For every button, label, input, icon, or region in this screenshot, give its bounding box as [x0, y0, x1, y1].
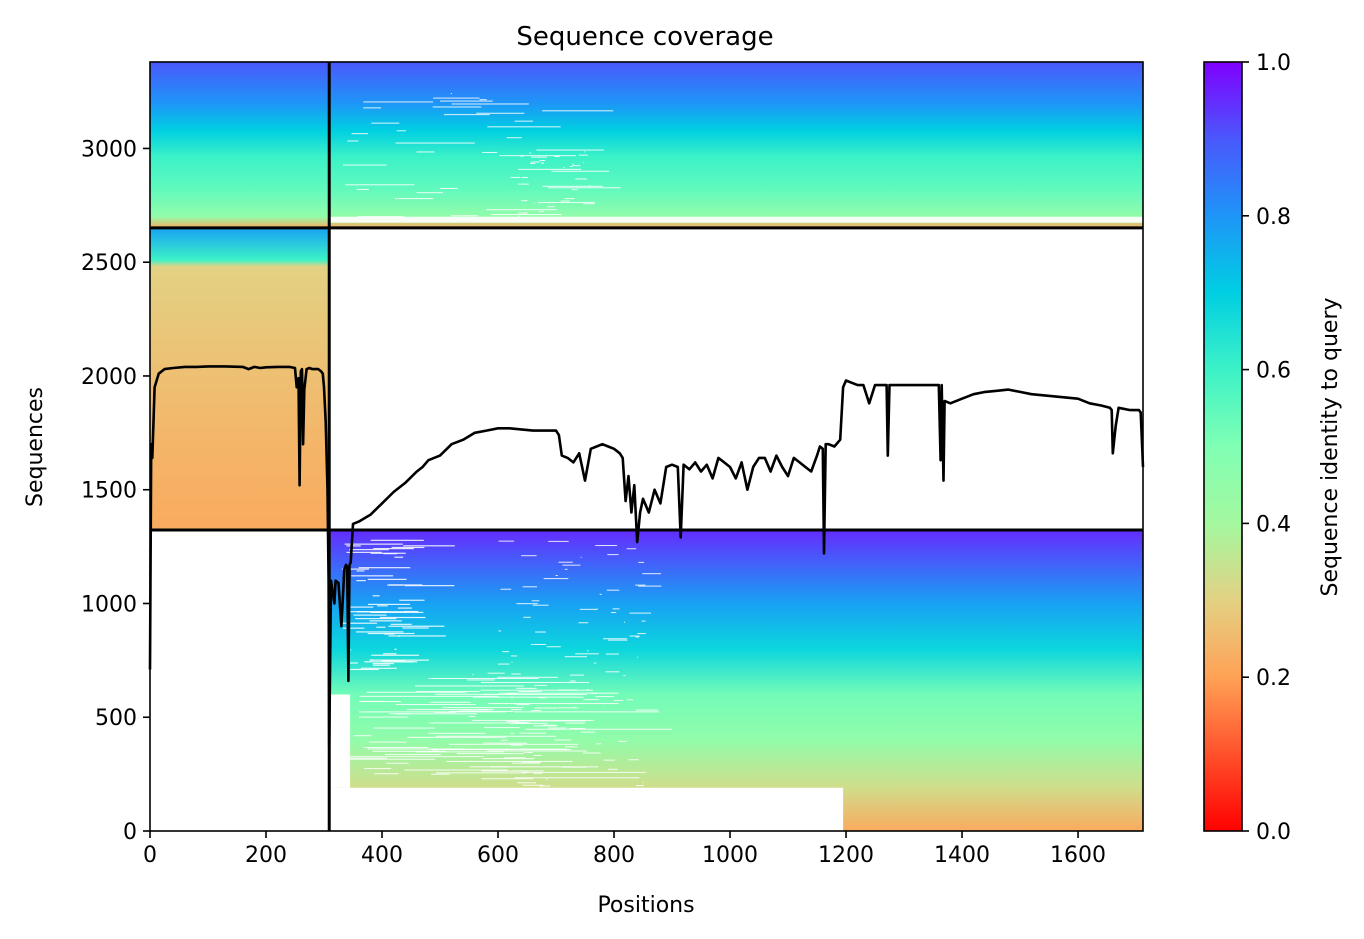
y-tick-label: 1500	[81, 479, 137, 504]
colorbar-tick-label: 0.2	[1256, 666, 1291, 691]
y-tick-label: 1000	[81, 592, 137, 617]
y-tick-label: 0	[123, 820, 137, 845]
coverage-blocks	[150, 62, 1143, 831]
colorbar-tick-label: 1.0	[1256, 51, 1291, 76]
y-tick-label: 2500	[81, 251, 137, 276]
plot-frame	[149, 61, 1144, 832]
chart-title: Sequence coverage	[516, 22, 773, 52]
colorbar: 0.0 0.2 0.4 0.6 0.8 1.0 Sequence identity to …	[1203, 51, 1343, 845]
colorbar-tick-label: 0.4	[1256, 512, 1291, 537]
x-tick-label: 1200	[818, 843, 874, 868]
y-tick-label: 500	[95, 706, 137, 731]
x-tick-label: 0	[143, 843, 157, 868]
x-tick-label: 1000	[702, 843, 758, 868]
x-tick-label: 400	[361, 843, 403, 868]
colorbar-tick-label: 0.6	[1256, 359, 1291, 384]
y-tick-label: 3000	[81, 137, 137, 162]
coverage-block-1	[150, 62, 1143, 228]
colorbar-label: Sequence identity to query	[1318, 297, 1343, 596]
colorbar-tick-label: 0.0	[1256, 820, 1291, 845]
colorbar-tick-label: 0.8	[1256, 205, 1291, 230]
plot-area	[148, 61, 1145, 832]
x-tick-label: 600	[477, 843, 519, 868]
x-axis-label: Positions	[597, 893, 694, 918]
x-tick-label: 1400	[934, 843, 990, 868]
coverage-gaps	[329, 93, 1143, 831]
x-tick-label: 1600	[1050, 843, 1106, 868]
coverage-block-3	[329, 529, 1143, 831]
colorbar-ticks: 0.0 0.2 0.4 0.6 0.8 1.0	[1242, 51, 1291, 845]
colorbar-frame	[1203, 61, 1243, 832]
x-tick-label: 200	[245, 843, 287, 868]
coverage-line	[148, 365, 1145, 749]
colorbar-gradient	[1204, 62, 1242, 831]
y-axis-label: Sequences	[23, 387, 48, 507]
y-axis: 0 500 1000 1500 2000 2500 3000	[81, 137, 150, 845]
y-tick-label: 2000	[81, 365, 137, 390]
x-tick-label: 800	[593, 843, 635, 868]
x-axis: 0 200 400 600 800 1000 1200 1400 1600	[143, 831, 1106, 868]
